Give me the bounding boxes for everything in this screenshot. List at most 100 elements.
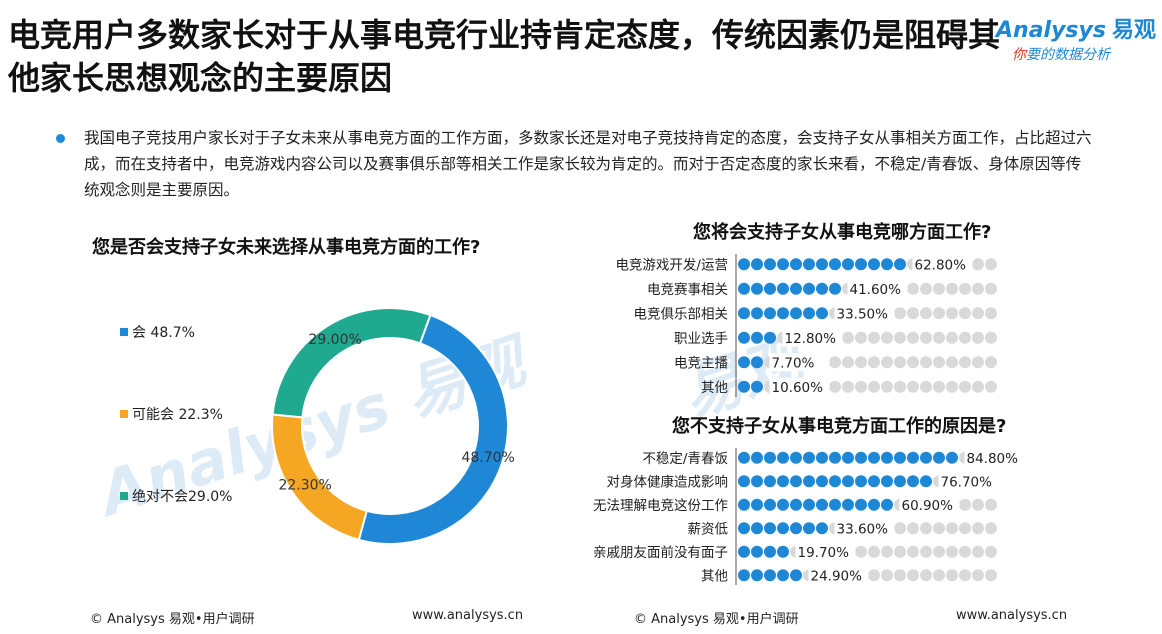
dots2-label-bg-5 <box>808 566 869 585</box>
dots2-dot-2-4 <box>790 498 802 511</box>
dots2-dot-0-2 <box>764 451 776 464</box>
dots1-dot-1-0 <box>738 282 750 295</box>
dots2-dot-2-1 <box>751 498 763 511</box>
dots2-dot-4-15 <box>933 545 945 558</box>
footer-right-source: © Analysys 易观•用户调研 <box>634 612 799 627</box>
dots2-value-label-1: 76.70% <box>941 474 993 490</box>
dots1-dot-4-7 <box>829 356 841 369</box>
dots1-dot-1-14 <box>920 282 932 295</box>
donut-label-1: 22.30% <box>278 477 331 493</box>
dots2-dot-4-3 <box>777 545 789 558</box>
dots1-dot-0-7 <box>829 258 841 271</box>
dots1-dot-4-12 <box>894 356 906 369</box>
dots2-label-bg-2 <box>899 495 960 514</box>
dots2-dot-4-0 <box>738 545 750 558</box>
dots1-dot-3-11 <box>881 331 893 344</box>
dots2-dot-0-16 <box>946 451 958 464</box>
dots2-dot-0-15 <box>933 451 945 464</box>
dots1-dot-2-3 <box>777 307 789 320</box>
dots1-dot-0-4 <box>790 258 802 271</box>
dots1-dot-1-6 <box>816 282 828 295</box>
dots1-dot-5-12 <box>894 380 906 393</box>
donut-slice-0 <box>357 313 509 545</box>
dots2-dot-3-2 <box>764 522 776 535</box>
dots2-dot-3-13 <box>907 522 919 535</box>
dots2-dot-1-2 <box>764 475 776 488</box>
dots1-dot-3-9 <box>855 331 867 344</box>
dots1-dot-3-12 <box>894 331 906 344</box>
logo-name: Analysys <box>996 18 1106 43</box>
dots1-dot-0-9 <box>855 258 867 271</box>
dots1-value-label-4: 7.70% <box>772 355 815 371</box>
dots1-dot-4-10 <box>868 356 880 369</box>
dots1-dot-3-14 <box>920 331 932 344</box>
dots2-dot-4-1 <box>751 545 763 558</box>
dots1-dot-5-1 <box>751 380 763 393</box>
dots2-dot-5-13 <box>907 569 919 582</box>
dots2-dot-5-4 <box>790 569 802 582</box>
bullet-icon <box>56 134 65 143</box>
dots2-dot-2-18 <box>972 498 984 511</box>
dots2-dot-1-1 <box>751 475 763 488</box>
dots2-value-label-4: 19.70% <box>798 545 850 561</box>
dots1-dot-1-5 <box>803 282 815 295</box>
dots1-dot-5-16 <box>946 380 958 393</box>
dots2-dot-0-0 <box>738 451 750 464</box>
dots1-dot-3-0 <box>738 331 750 344</box>
dots2-dot-4-2 <box>764 545 776 558</box>
dots1-dot-5-14 <box>920 380 932 393</box>
legend-label-no: 绝对不会29.0% <box>132 489 233 505</box>
dots1-dot-0-10 <box>868 258 880 271</box>
dots1-dot-1-17 <box>959 282 971 295</box>
dots2-dot-5-10 <box>868 569 880 582</box>
dots1-dot-4-14 <box>920 356 932 369</box>
dots2-dot-2-3 <box>777 498 789 511</box>
legend-item-no: 绝对不会29.0% <box>120 486 232 506</box>
dots2-value-label-5: 24.90% <box>811 568 863 584</box>
logo-slogan-rest: 要的数据分析 <box>1026 47 1110 63</box>
dots2-dot-4-13 <box>907 545 919 558</box>
dots1-value-label-0: 62.80% <box>915 257 967 273</box>
dots2-dot-3-4 <box>790 522 802 535</box>
dots1-dot-2-4 <box>790 307 802 320</box>
dots1-dot-1-15 <box>933 282 945 295</box>
dots2-dot-2-6 <box>816 498 828 511</box>
dots1-dot-5-9 <box>855 380 867 393</box>
dots2-dot-4-19 <box>985 545 997 558</box>
dots1-value-label-5: 10.60% <box>772 380 824 396</box>
dots2-dot-0-1 <box>751 451 763 464</box>
dots2-dot-4-18 <box>972 545 984 558</box>
logo-slogan-first: 你 <box>1012 47 1026 63</box>
dots1-dot-4-13 <box>907 356 919 369</box>
dots1-dot-2-18 <box>972 307 984 320</box>
dots1-label-bg-3 <box>782 328 843 347</box>
dots2-dot-0-3 <box>777 451 789 464</box>
dots1-dot-3-2 <box>764 331 776 344</box>
dots1-dot-2-5 <box>803 307 815 320</box>
donut-label-2: 29.00% <box>308 332 361 348</box>
dots1-dot-4-16 <box>946 356 958 369</box>
dots1-dot-2-14 <box>920 307 932 320</box>
page-title: 电竞用户多数家长对于从事电竞行业持肯定态度，传统因素仍是阻碍其他家长思想观念的主… <box>8 16 1001 97</box>
dots2-dot-3-19 <box>985 522 997 535</box>
dots1-dot-1-16 <box>946 282 958 295</box>
dots2-dot-0-7 <box>829 451 841 464</box>
dots1-dot-4-19 <box>985 356 997 369</box>
dots1-dot-2-16 <box>946 307 958 320</box>
dots2-dot-1-13 <box>907 475 919 488</box>
brand-logo: Analysys 易观 你要的数据分析 <box>996 12 1156 68</box>
legend-swatch-maybe <box>120 410 128 418</box>
dots1-dot-1-19 <box>985 282 997 295</box>
dots1-dot-0-3 <box>777 258 789 271</box>
dots2-dot-5-15 <box>933 569 945 582</box>
dots2-dot-0-10 <box>868 451 880 464</box>
dots2-dot-4-9 <box>855 545 867 558</box>
dots1-dot-3-13 <box>907 331 919 344</box>
dots1-dot-2-0 <box>738 307 750 320</box>
dots1-label-bg-5 <box>769 377 830 396</box>
dots2-dot-3-17 <box>959 522 971 535</box>
dots1-value-label-2: 33.50% <box>837 306 889 322</box>
dots2-dot-1-6 <box>816 475 828 488</box>
dots2-dot-5-2 <box>764 569 776 582</box>
dots1-dot-0-5 <box>803 258 815 271</box>
